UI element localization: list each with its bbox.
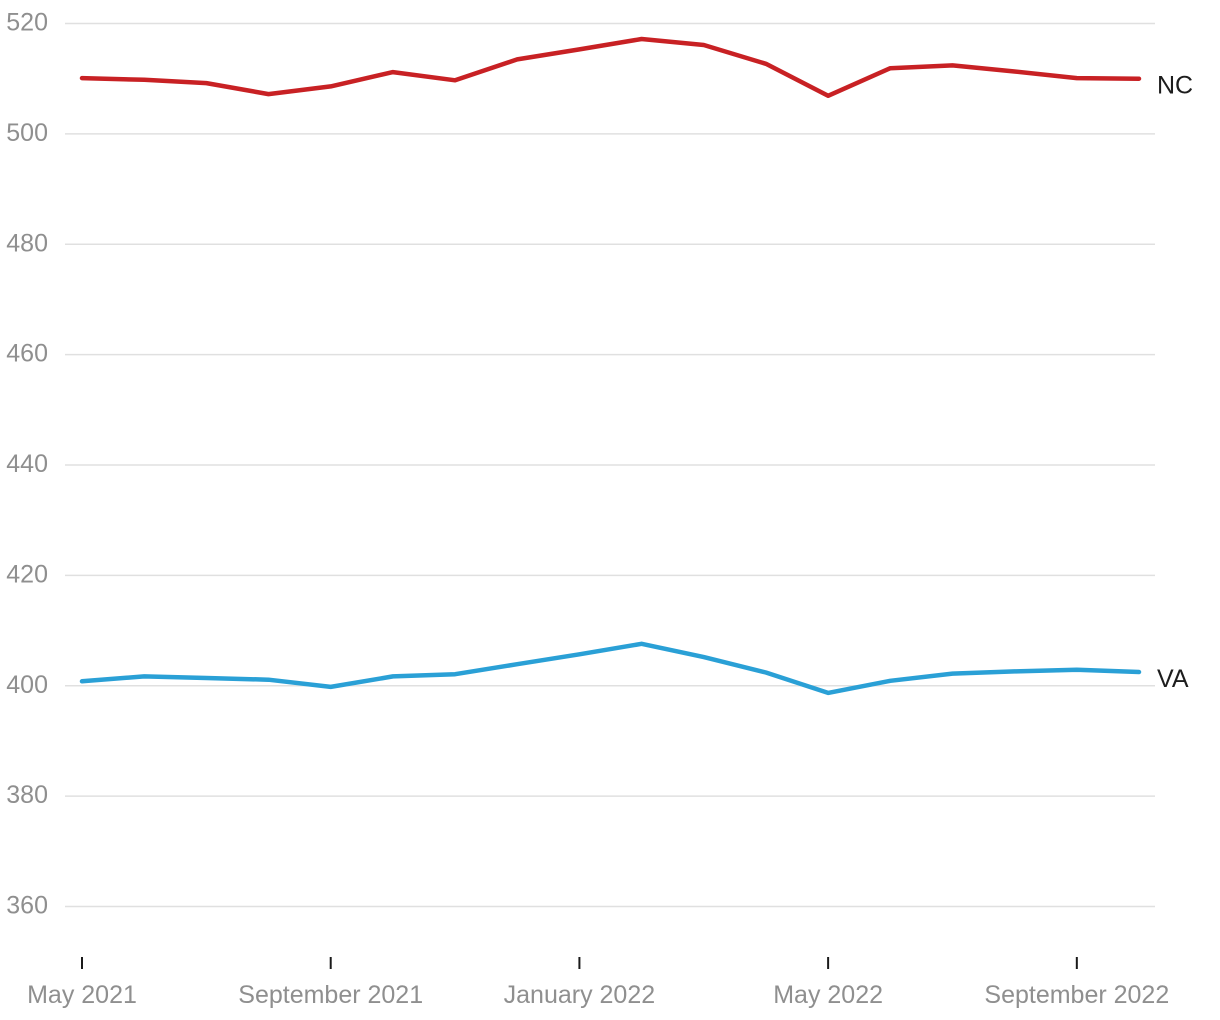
series-label-va: VA — [1157, 665, 1189, 693]
y-axis-label: 440 — [6, 450, 48, 478]
y-axis-labels-group: 520 500 480 460 440 420 400 380 360 — [6, 9, 48, 920]
series-line-nc — [79, 36, 1142, 99]
y-axis-label: 360 — [6, 892, 48, 920]
y-axis-label: 500 — [6, 119, 48, 147]
x-axis-label: September 2021 — [238, 981, 423, 1009]
series-label-nc: NC — [1157, 72, 1193, 100]
series-labels-group: NC VA — [1157, 72, 1193, 693]
x-axis-labels-group: May 2021 September 2021 January 2022 May 20… — [27, 981, 1169, 1009]
y-axis-label: 480 — [6, 229, 48, 257]
x-axis-label: January 2022 — [504, 981, 656, 1009]
gridlines-group — [65, 22, 1155, 908]
y-axis-label: 380 — [6, 781, 48, 809]
series-lines-group — [79, 36, 1142, 696]
y-axis-label: 420 — [6, 560, 48, 588]
x-axis-ticks-group — [81, 957, 1078, 969]
x-axis-label: September 2022 — [984, 981, 1169, 1009]
x-axis-label: May 2022 — [773, 981, 883, 1009]
y-axis-label: 520 — [6, 9, 48, 37]
y-axis-label: 400 — [6, 671, 48, 699]
y-axis-label: 460 — [6, 340, 48, 368]
series-line-va — [79, 641, 1142, 696]
x-axis-label: May 2021 — [27, 981, 137, 1009]
